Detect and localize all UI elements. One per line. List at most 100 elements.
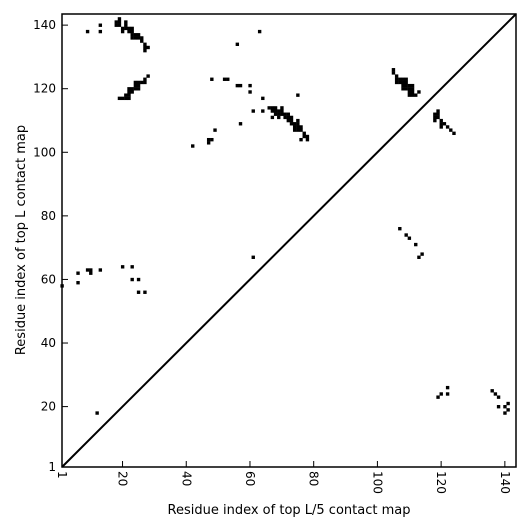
contact-point-upper: [127, 29, 131, 34]
contact-point-upper: [407, 87, 412, 91]
contact-point-upper: [394, 80, 399, 85]
contact-point-upper: [248, 90, 252, 94]
contact-point-upper: [286, 118, 290, 123]
contact-point-lower: [398, 226, 402, 231]
contact-point-upper: [120, 29, 125, 34]
contact-point-upper: [442, 122, 447, 126]
plot-frame: [61, 13, 517, 468]
y-axis-label: Residue index of top L contact map: [14, 125, 29, 355]
contact-point-upper: [130, 36, 134, 40]
contact-point-upper: [127, 90, 131, 94]
contact-point-upper: [127, 87, 131, 91]
contact-point-upper: [292, 128, 297, 132]
contact-point-upper: [248, 83, 252, 88]
contact-point-upper: [206, 141, 211, 145]
contact-point-upper: [436, 115, 440, 120]
contact-point-upper: [439, 118, 443, 123]
contact-point-lower: [414, 242, 418, 247]
contact-point-upper: [289, 122, 294, 126]
contact-point-upper: [117, 96, 122, 101]
x-axis-label: Residue index of top L/5 contact map: [168, 503, 411, 518]
contact-point-upper: [410, 93, 415, 97]
contact-point-upper: [299, 137, 303, 142]
contact-point-upper: [286, 112, 290, 116]
y-tick-label: 1: [48, 460, 56, 474]
contact-point-upper: [289, 118, 294, 123]
contact-point-lower: [506, 408, 510, 412]
contact-point-upper: [417, 90, 421, 94]
contact-point-upper: [124, 93, 128, 97]
contact-point-upper: [130, 87, 134, 91]
contact-point-upper: [213, 128, 217, 132]
contact-point-upper: [436, 109, 440, 113]
contact-point-upper: [410, 90, 415, 94]
contact-point-upper: [136, 36, 141, 40]
contact-point-upper: [130, 90, 134, 94]
contact-point-upper: [407, 93, 412, 97]
contact-point-upper: [210, 137, 214, 142]
contact-point-upper: [117, 17, 122, 21]
contact-point-upper: [124, 26, 128, 31]
contact-point-upper: [124, 23, 128, 27]
contact-point-upper: [391, 68, 396, 72]
contact-point-upper: [85, 29, 90, 34]
contact-point-lower: [496, 405, 501, 409]
contact-point-upper: [286, 115, 290, 120]
contact-point-lower: [98, 268, 103, 272]
contact-point-upper: [136, 83, 141, 88]
contact-point-upper: [136, 80, 141, 85]
contact-point-upper: [401, 87, 405, 91]
contact-point-lower: [439, 392, 443, 396]
y-tick-label: 100: [33, 145, 56, 159]
contact-point-lower: [417, 255, 421, 259]
contact-point-upper: [143, 48, 147, 53]
contact-point-lower: [407, 236, 412, 240]
contact-point-upper: [222, 77, 227, 81]
contact-point-upper: [133, 87, 138, 91]
contact-point-lower: [89, 268, 93, 272]
contact-point-upper: [452, 131, 456, 136]
contact-point-upper: [273, 112, 278, 116]
contact-point-upper: [296, 128, 300, 132]
contact-point-lower: [76, 271, 80, 275]
x-tick-label: 80: [307, 471, 321, 486]
contact-point-lower: [490, 389, 494, 393]
contact-point-upper: [433, 115, 437, 120]
x-tick-label: 120: [434, 471, 448, 494]
x-tick-label: 100: [370, 471, 384, 494]
contact-point-upper: [296, 125, 300, 129]
contact-point-upper: [273, 106, 278, 110]
contact-point-upper: [439, 122, 443, 126]
contact-point-upper: [133, 33, 138, 37]
contact-point-upper: [410, 83, 415, 88]
contact-point-upper: [117, 23, 122, 27]
contact-point-upper: [404, 87, 408, 91]
contact-point-lower: [436, 395, 440, 399]
contact-point-upper: [120, 26, 125, 31]
contact-point-upper: [404, 83, 408, 88]
x-tick-label: 140: [498, 471, 512, 494]
x-tick-label: 60: [243, 471, 257, 486]
x-tick-label: 40: [179, 471, 193, 486]
contact-point-upper: [261, 109, 265, 113]
contact-point-upper: [130, 26, 134, 31]
contact-point-lower: [130, 265, 134, 269]
contact-point-upper: [292, 125, 297, 129]
contact-point-upper: [296, 122, 300, 126]
contact-point-upper: [401, 80, 405, 85]
contact-point-upper: [261, 96, 265, 101]
x-axis-ticks: 1 20 40 60 80 100 120 140: [55, 461, 512, 494]
contact-point-upper: [270, 106, 275, 110]
contact-point-upper: [133, 83, 138, 88]
contact-point-upper: [143, 42, 147, 46]
contact-point-upper: [206, 137, 211, 142]
contact-point-upper: [283, 115, 287, 120]
contact-point-lower: [136, 290, 141, 294]
contact-point-lower: [445, 385, 450, 390]
contact-point-upper: [98, 29, 103, 34]
contact-point-upper: [238, 83, 243, 88]
contact-point-lower: [404, 233, 408, 237]
y-tick-label: 120: [33, 82, 56, 96]
contact-point-upper: [117, 20, 122, 24]
